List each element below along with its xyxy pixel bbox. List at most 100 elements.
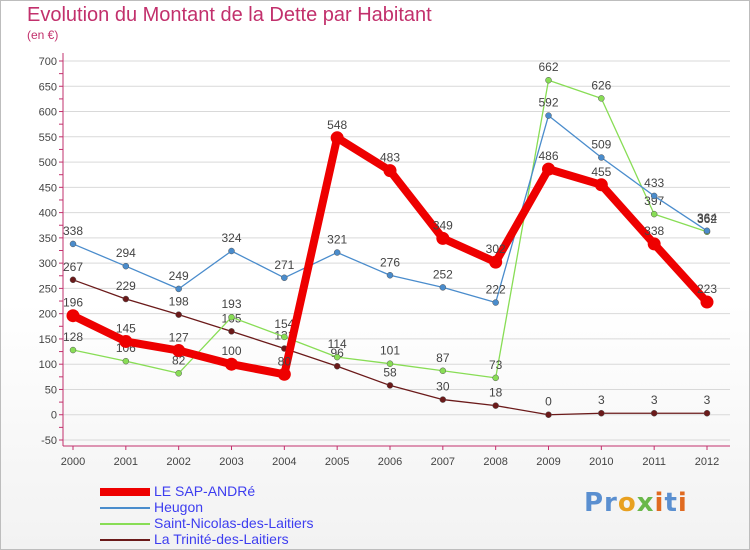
data-label: 276 xyxy=(380,255,400,269)
x-tick-label: 2005 xyxy=(325,456,349,468)
data-point xyxy=(172,344,186,358)
y-tick-label: -50 xyxy=(41,435,57,447)
data-label: 193 xyxy=(221,297,241,311)
legend-item: Heugon xyxy=(100,499,420,516)
data-label: 294 xyxy=(116,246,136,260)
data-point xyxy=(66,309,80,323)
data-point xyxy=(489,255,503,269)
data-label: 271 xyxy=(274,258,294,272)
legend-label: Heugon xyxy=(154,499,204,515)
data-point xyxy=(281,333,288,341)
data-label: 198 xyxy=(169,295,189,309)
data-point xyxy=(281,274,288,282)
legend-item: La Trinité-des-Laitiers xyxy=(100,531,420,548)
legend-item: Saint-Nicolas-des-Laitiers xyxy=(100,515,420,532)
data-label: 249 xyxy=(169,269,189,283)
data-label: 114 xyxy=(328,337,347,351)
data-label: 3 xyxy=(651,393,658,407)
data-point xyxy=(119,334,133,348)
data-label: 127 xyxy=(169,331,189,345)
data-point xyxy=(330,131,344,145)
logo-part: Pr xyxy=(584,488,618,518)
data-point xyxy=(69,346,77,354)
data-point xyxy=(383,164,397,178)
legend: LE SAP-ANDRé Heugon Saint-Nicolas-des-La… xyxy=(100,483,420,548)
data-point xyxy=(175,370,182,377)
logo-part: o xyxy=(617,488,637,518)
y-tick-label: 600 xyxy=(39,107,57,119)
data-point xyxy=(122,262,130,270)
data-point xyxy=(439,367,447,375)
y-tick-label: 500 xyxy=(39,157,57,169)
data-point xyxy=(69,276,77,284)
y-tick-label: 300 xyxy=(39,258,57,270)
data-label: 18 xyxy=(489,386,503,400)
data-point xyxy=(228,313,235,321)
x-tick-label: 2012 xyxy=(695,456,719,468)
data-point xyxy=(594,178,608,192)
data-point xyxy=(386,360,394,367)
data-label: 626 xyxy=(591,78,611,92)
data-label: 338 xyxy=(644,224,664,238)
y-tick-label: 150 xyxy=(39,334,57,346)
data-point xyxy=(598,154,605,161)
data-point xyxy=(333,362,341,370)
x-tick-label: 2001 xyxy=(114,456,138,468)
data-point xyxy=(700,295,714,309)
data-label: 30 xyxy=(436,380,450,394)
x-tick-label: 2011 xyxy=(642,456,666,468)
data-point xyxy=(703,227,711,235)
x-tick-label: 2003 xyxy=(219,456,243,468)
data-label: 362 xyxy=(697,212,717,226)
legend-swatch xyxy=(100,488,150,496)
data-point xyxy=(598,95,605,102)
proxiti-logo: Proxiti xyxy=(584,488,688,518)
y-tick-label: 550 xyxy=(39,132,57,144)
y-tick-label: 450 xyxy=(39,182,57,194)
data-label: 267 xyxy=(63,260,83,274)
y-tick-label: 400 xyxy=(39,208,57,220)
data-label: 87 xyxy=(436,351,450,365)
data-point xyxy=(703,409,711,417)
data-label: 73 xyxy=(489,358,503,372)
y-tick-label: 0 xyxy=(51,410,57,422)
y-tick-label: 250 xyxy=(39,283,57,295)
data-label: 3 xyxy=(704,393,711,407)
legend-label: Saint-Nicolas-des-Laitiers xyxy=(154,515,314,531)
legend-item: LE SAP-ANDRé xyxy=(100,483,420,500)
logo-part: i xyxy=(677,488,688,518)
data-label: 3 xyxy=(598,393,605,407)
data-label: 338 xyxy=(63,224,83,238)
data-point xyxy=(436,231,450,245)
x-tick-label: 2000 xyxy=(61,456,85,468)
y-tick-label: 200 xyxy=(39,309,57,321)
data-label: 229 xyxy=(116,279,136,293)
y-tick-label: 100 xyxy=(39,359,57,371)
chart-unit: (en €) xyxy=(27,28,59,42)
data-point xyxy=(386,382,394,389)
y-tick-label: 50 xyxy=(45,384,57,396)
data-label: 196 xyxy=(63,296,83,310)
data-point xyxy=(650,192,658,200)
data-point xyxy=(69,240,77,248)
x-tick-label: 2007 xyxy=(431,456,455,468)
data-point xyxy=(228,328,235,335)
data-point xyxy=(122,295,130,303)
data-point xyxy=(228,247,235,255)
data-point xyxy=(333,353,341,361)
x-tick-label: 2010 xyxy=(589,456,613,468)
data-label: 349 xyxy=(433,218,453,232)
data-label: 101 xyxy=(380,344,400,358)
logo-part: t xyxy=(664,488,678,518)
data-label: 321 xyxy=(327,233,347,247)
data-label: 80 xyxy=(278,354,292,368)
data-label: 145 xyxy=(116,321,136,335)
y-tick-label: 700 xyxy=(39,56,57,68)
data-label: 100 xyxy=(221,344,241,358)
legend-label: LE SAP-ANDRé xyxy=(154,483,256,499)
data-point xyxy=(333,249,341,256)
legend-swatch xyxy=(100,539,150,541)
x-tick-label: 2008 xyxy=(483,456,507,468)
data-point xyxy=(492,402,499,409)
